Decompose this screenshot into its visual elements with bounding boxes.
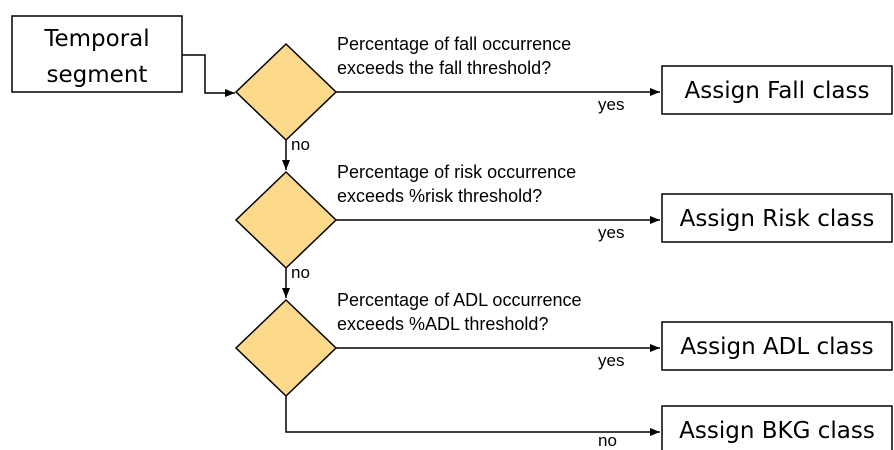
decision-diamond xyxy=(234,170,338,270)
arrow xyxy=(285,396,660,436)
outcome-box xyxy=(661,321,893,371)
decision-question: exceeds %risk threshold? xyxy=(337,186,542,206)
arrow xyxy=(182,54,235,97)
edge-label: no xyxy=(291,135,310,154)
outcome-label: Assign Fall class xyxy=(685,78,870,104)
edge-label: yes xyxy=(598,351,624,370)
decision-diamond xyxy=(234,42,338,142)
edge-label: no xyxy=(598,431,617,450)
decision-diamond xyxy=(234,298,338,398)
decision-question: Percentage of fall occurrence xyxy=(337,34,571,54)
decision-question: exceeds the fall threshold? xyxy=(337,58,551,78)
start-label: segment xyxy=(47,62,148,88)
decision-question: exceeds %ADL threshold? xyxy=(337,314,548,334)
outcome-box xyxy=(661,405,893,450)
start-label: Temporal xyxy=(43,26,149,52)
start-box xyxy=(11,15,183,93)
outcome-label: Assign ADL class xyxy=(680,334,873,360)
outcome-box xyxy=(661,65,893,115)
edge-label: yes xyxy=(598,223,624,242)
outcome-label: Assign Risk class xyxy=(680,206,875,232)
outcome-label: Assign BKG class xyxy=(679,418,875,444)
outcome-box xyxy=(661,193,893,243)
edge-label: yes xyxy=(598,95,624,114)
edge-label: no xyxy=(291,263,310,282)
decision-question: Percentage of ADL occurrence xyxy=(337,290,581,310)
decision-question: Percentage of risk occurrence xyxy=(337,162,576,182)
